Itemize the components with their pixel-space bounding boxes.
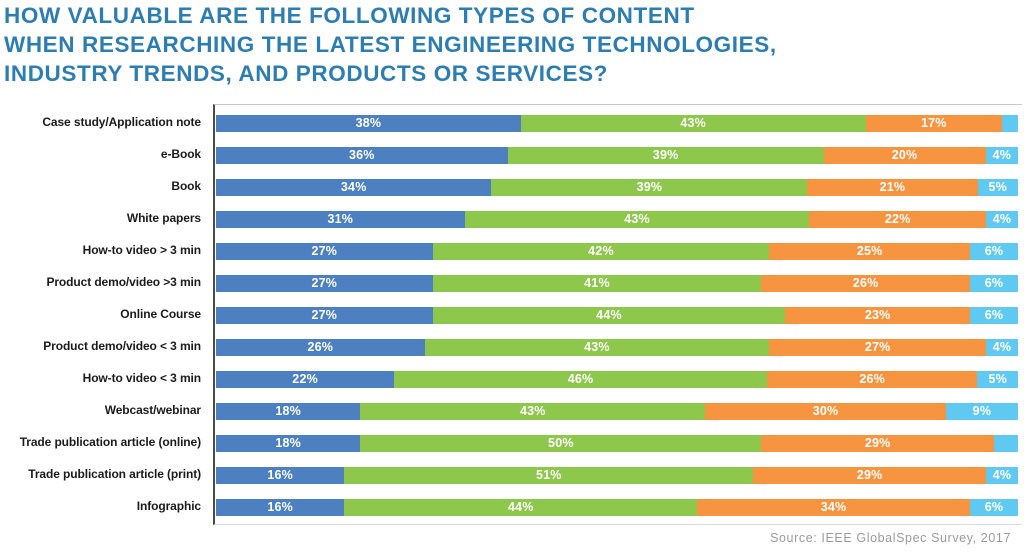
category-label: e-Book — [160, 147, 201, 161]
stacked-bar: 38% 43% 17% — [216, 114, 1019, 132]
chart-row: 31% 43% 22% 4% — [216, 203, 1018, 235]
stacked-bar: 16% 51% 29% 4% — [216, 466, 1018, 484]
bar-segment-series-3-orange: 26% — [766, 370, 978, 388]
stacked-bar: 27% 41% 26% 6% — [216, 274, 1018, 292]
bar-segment-series-1-blue: 31% — [216, 210, 465, 228]
bar-segment-series-4-lightblue: 4% — [985, 146, 1018, 164]
chart-row: 34% 39% 21% 5% — [216, 171, 1018, 203]
chart-row: 22% 46% 26% 5% — [216, 363, 1018, 395]
bar-segment-series-1-blue: 22% — [216, 370, 395, 388]
category-axis: Case study/Application note e-Book Book Whi… — [0, 104, 213, 525]
stacked-bar: 27% 42% 25% 6% — [216, 242, 1019, 260]
bar-segment-series-4-lightblue: 6% — [969, 306, 1018, 324]
bar-segment-series-2-green: 42% — [432, 242, 770, 260]
source-attribution: Source: IEEE GlobalSpec Survey, 2017 — [770, 531, 1011, 545]
bar-segment-series-1-blue: 38% — [216, 114, 521, 132]
bar-segment-series-2-green: 43% — [464, 210, 810, 228]
category-label: Trade publication article (print) — [28, 467, 201, 481]
bar-segment-series-2-green: 39% — [507, 146, 824, 164]
chart-row: 38% 43% 17% — [216, 107, 1019, 139]
title-line-3: INDUSTRY TRENDS, AND PRODUCTS OR SERVICE… — [4, 61, 609, 86]
stacked-bar: 27% 44% 23% 6% — [216, 306, 1018, 324]
bar-segment-series-1-blue: 27% — [216, 274, 433, 292]
chart-title: HOW VALUABLE ARE THE FOLLOWING TYPES OF … — [4, 1, 777, 88]
bar-segment-series-3-orange: 21% — [807, 178, 978, 196]
chart-row: 18% 50% 29% — [216, 427, 1018, 459]
bar-segment-series-3-orange: 26% — [761, 274, 970, 292]
bar-segment-series-1-blue: 27% — [216, 242, 433, 260]
stacked-bar: 31% 43% 22% 4% — [216, 210, 1018, 228]
bar-segment-series-1-blue: 18% — [216, 434, 361, 452]
bar-segment-series-3-orange: 22% — [809, 210, 986, 228]
stacked-bar: 34% 39% 21% 5% — [216, 178, 1018, 196]
title-line-2: WHEN RESEARCHING THE LATEST ENGINEERING … — [4, 32, 777, 57]
category-label: Case study/Application note — [42, 115, 201, 129]
bar-segment-series-4-lightblue: 4% — [985, 338, 1018, 356]
bar-segment-series-2-green: 43% — [424, 338, 770, 356]
category-label: Book — [171, 179, 201, 193]
bar-segment-series-1-blue: 16% — [216, 466, 345, 484]
bar-segment-series-3-orange: 27% — [769, 338, 986, 356]
bar-segment-series-3-orange: 29% — [753, 466, 986, 484]
bar-segment-series-3-orange: 34% — [697, 498, 970, 516]
chart-row: 16% 44% 34% 6% — [216, 491, 1018, 523]
category-label: Webcast/webinar — [104, 403, 201, 417]
bar-segment-series-2-green: 51% — [344, 466, 754, 484]
category-label: Product demo/video < 3 min — [43, 339, 201, 353]
category-label: How-to video > 3 min — [82, 243, 201, 257]
category-label: Infographic — [136, 499, 201, 513]
bar-segment-series-3-orange: 23% — [785, 306, 970, 324]
bar-segment-series-4-lightblue: 5% — [977, 370, 1018, 388]
bar-segment-series-1-blue: 18% — [216, 402, 361, 420]
bar-segment-series-4-lightblue: 4% — [985, 466, 1018, 484]
chart-row: 36% 39% 20% 4% — [216, 139, 1018, 171]
chart-row: 27% 42% 25% 6% — [216, 235, 1019, 267]
bar-segment-series-3-orange: 17% — [865, 114, 1002, 132]
stacked-bar: 18% 50% 29% — [216, 434, 1018, 452]
bar-segment-series-4-lightblue: 6% — [969, 498, 1018, 516]
bar-segment-series-2-green: 39% — [491, 178, 808, 196]
category-label: Trade publication article (online) — [19, 435, 201, 449]
bar-segment-series-3-orange: 20% — [823, 146, 986, 164]
stacked-bar: 26% 43% 27% 4% — [216, 338, 1018, 356]
bar-segment-series-2-green: 50% — [360, 434, 762, 452]
bar-segment-series-1-blue: 16% — [216, 498, 345, 516]
bar-segment-series-2-green: 41% — [432, 274, 762, 292]
chart-row: 26% 43% 27% 4% — [216, 331, 1018, 363]
title-line-1: HOW VALUABLE ARE THE FOLLOWING TYPES OF … — [4, 3, 695, 28]
bar-segment-series-4-lightblue: 5% — [977, 178, 1018, 196]
bar-segment-series-4-lightblue: 6% — [969, 242, 1019, 260]
chart-row: 16% 51% 29% 4% — [216, 459, 1018, 491]
bar-segment-series-2-green: 43% — [360, 402, 706, 420]
bar-segment-series-2-green: 44% — [344, 498, 698, 516]
stacked-bar: 16% 44% 34% 6% — [216, 498, 1018, 516]
bar-segment-series-3-orange: 29% — [761, 434, 994, 452]
bar-segment-series-1-blue: 27% — [216, 306, 433, 324]
category-label: How-to video < 3 min — [82, 371, 201, 385]
chart-row: 27% 41% 26% 6% — [216, 267, 1018, 299]
stacked-bar: 36% 39% 20% 4% — [216, 146, 1018, 164]
bar-segment-series-1-blue: 26% — [216, 338, 425, 356]
bar-segment-series-1-blue: 36% — [216, 146, 508, 164]
bar-segment-series-4-lightblue: 9% — [945, 402, 1018, 420]
bar-segment-series-4-lightblue — [993, 434, 1018, 452]
stacked-bar: 22% 46% 26% 5% — [216, 370, 1018, 388]
chart-row: 27% 44% 23% 6% — [216, 299, 1018, 331]
bar-segment-series-2-green: 44% — [432, 306, 786, 324]
stacked-bar-chart: Case study/Application note e-Book Book Whi… — [0, 104, 1024, 525]
bar-segment-series-3-orange: 25% — [769, 242, 970, 260]
plot-area: 38% 43% 17% 36% 39% 20% 4% 34% 39% 21% 5% 31% 43% 22%… — [213, 104, 1022, 525]
stacked-bar: 18% 43% 30% 9% — [216, 402, 1018, 420]
bar-segment-series-1-blue: 34% — [216, 178, 492, 196]
category-label: White papers — [126, 211, 201, 225]
bar-segment-series-3-orange: 30% — [705, 402, 946, 420]
bar-segment-series-2-green: 46% — [394, 370, 767, 388]
bar-segment-series-4-lightblue: 6% — [969, 274, 1018, 292]
bar-segment-series-4-lightblue: 4% — [985, 210, 1018, 228]
bar-segment-series-4-lightblue — [1001, 114, 1019, 132]
bar-segment-series-2-green: 43% — [520, 114, 866, 132]
category-label: Product demo/video >3 min — [46, 275, 201, 289]
chart-row: 18% 43% 30% 9% — [216, 395, 1018, 427]
category-label: Online Course — [120, 307, 201, 321]
